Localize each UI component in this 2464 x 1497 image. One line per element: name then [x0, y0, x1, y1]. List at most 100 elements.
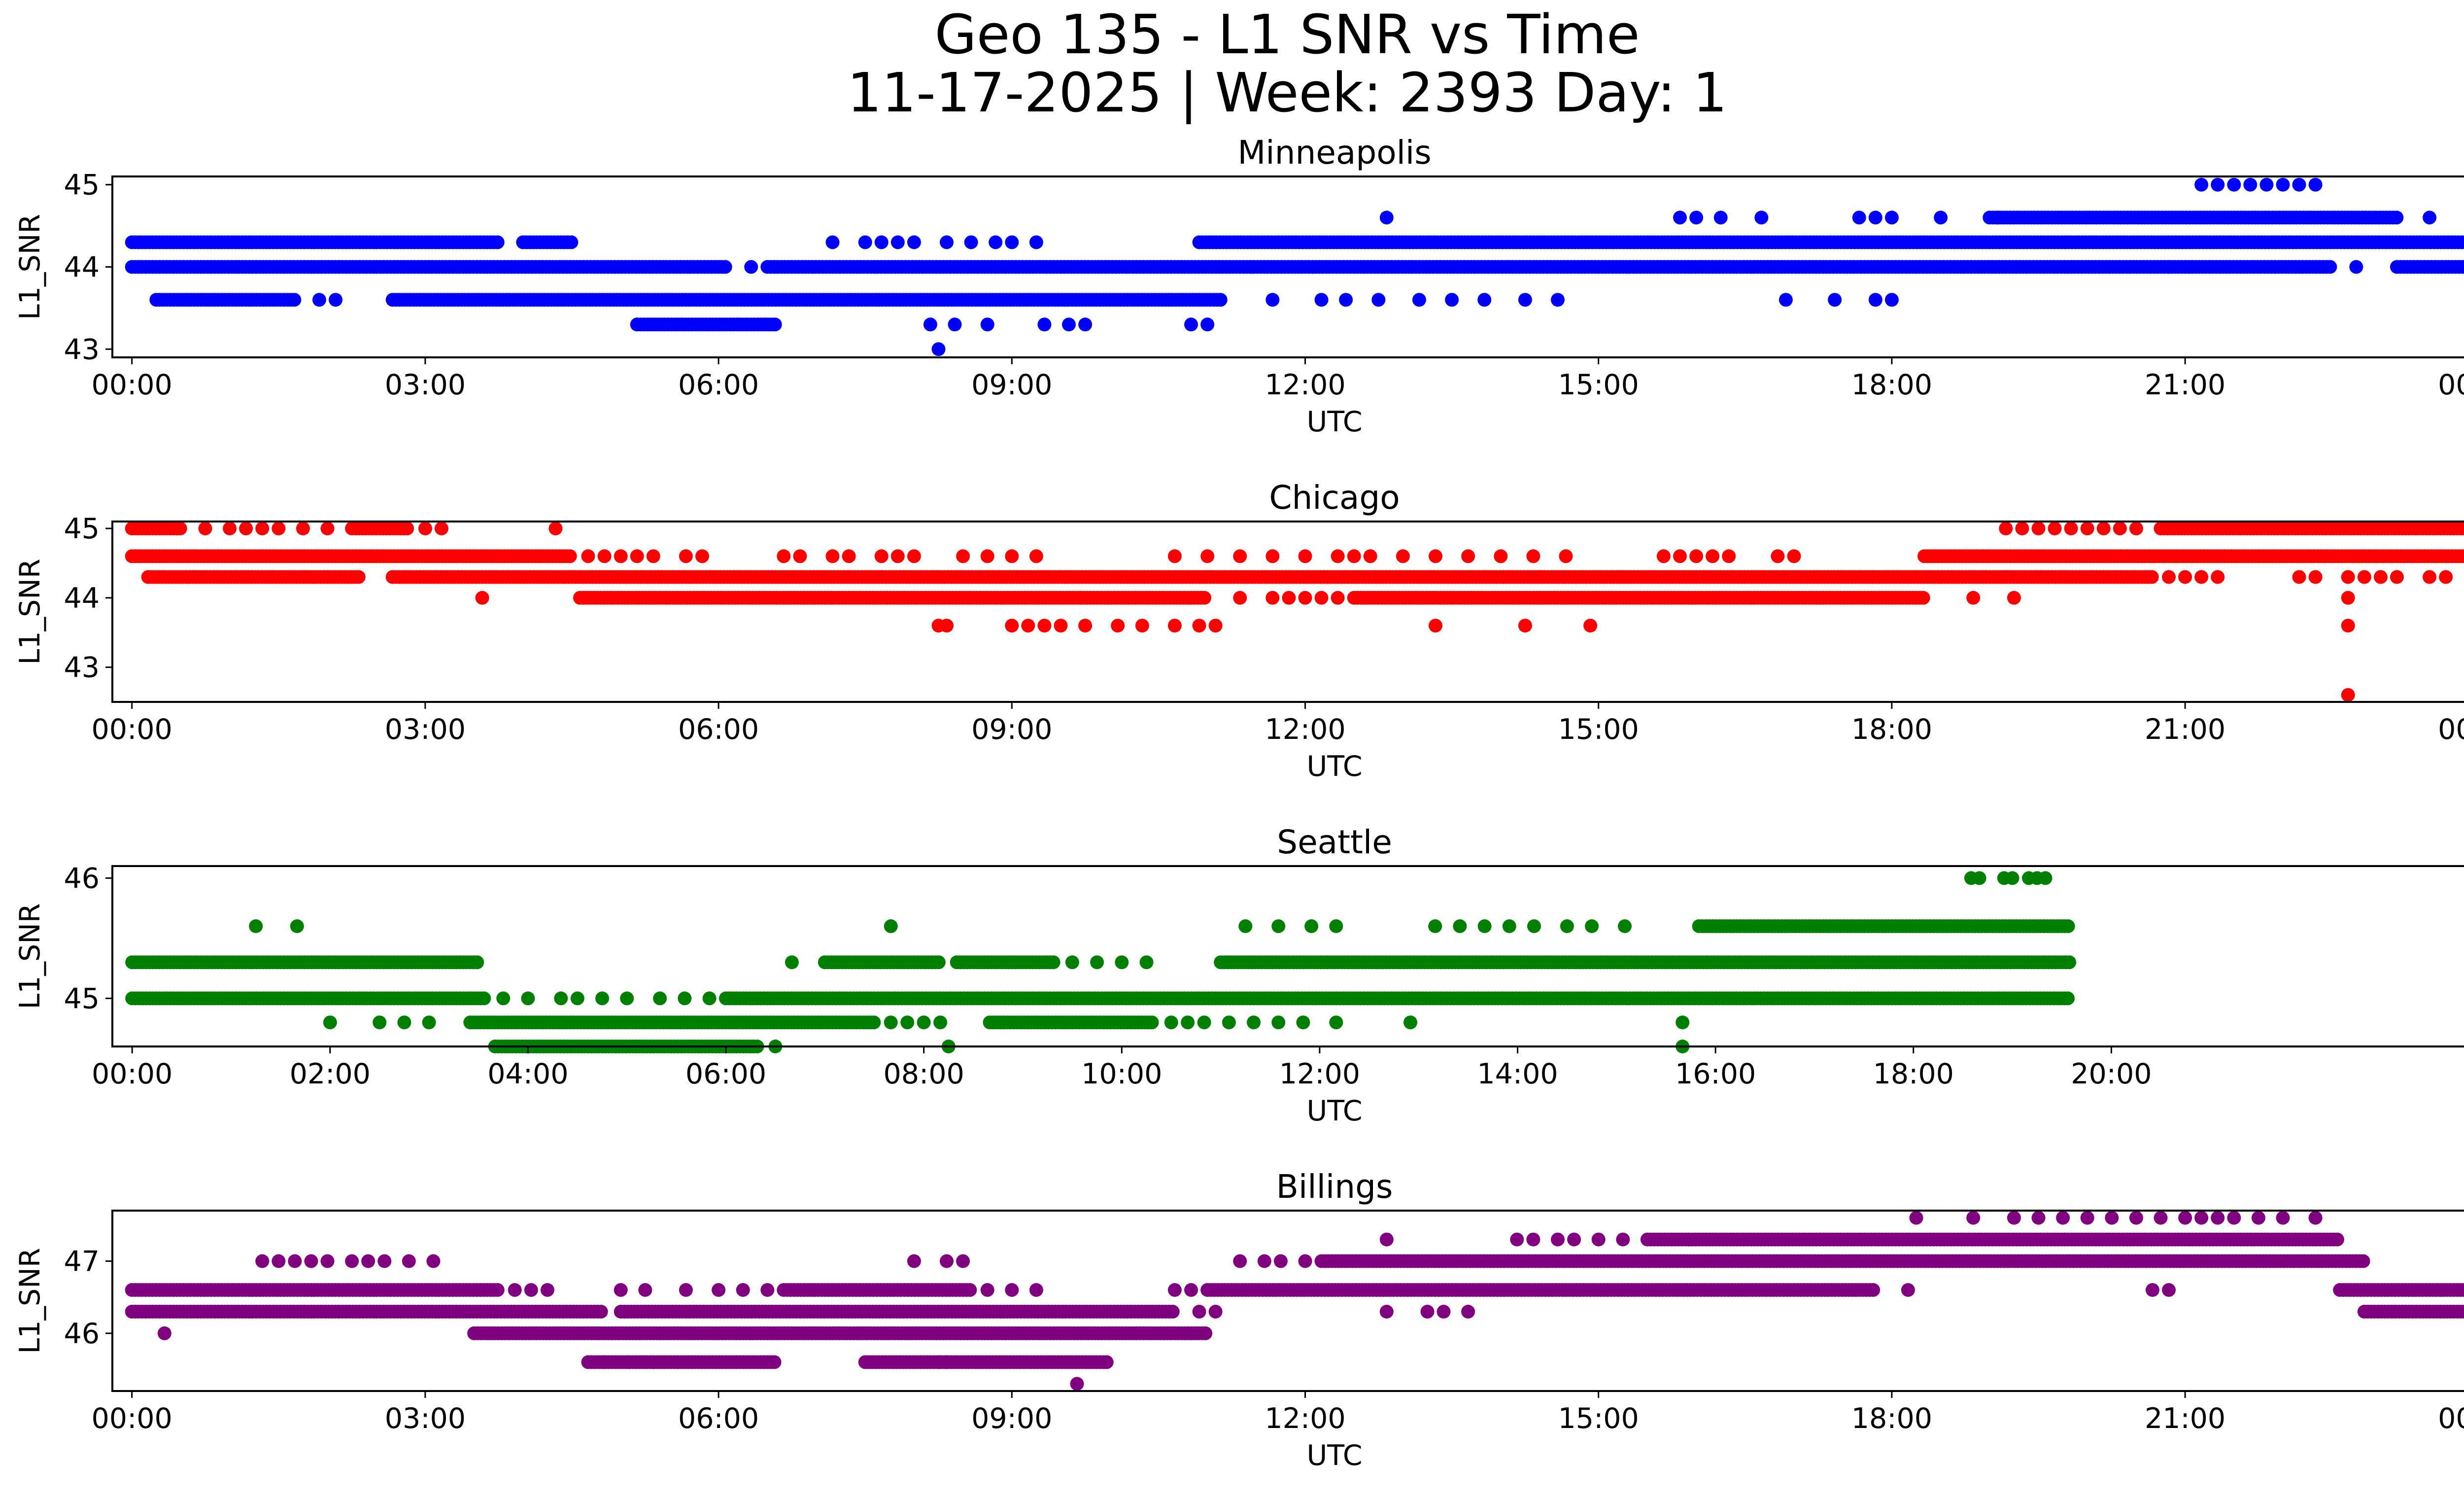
data-point — [1200, 317, 1214, 331]
y-tick-label: 45 — [64, 513, 100, 545]
subplot-title: Billings — [1276, 1168, 1393, 1206]
data-point — [548, 522, 562, 535]
data-point — [2006, 871, 2019, 885]
data-point — [1494, 549, 1507, 563]
data-point — [2423, 570, 2436, 584]
x-tick-label: 00:00 — [2438, 369, 2464, 401]
y-axis-label: L1_SNR — [14, 559, 46, 665]
data-point — [2129, 1211, 2143, 1225]
data-point — [1828, 293, 1842, 307]
figure-title-line1: Geo 135 - L1 SNR vs Time — [934, 3, 1640, 66]
x-tick-label: 18:00 — [1851, 369, 1932, 401]
data-point — [1527, 919, 1541, 933]
data-point — [1282, 591, 1296, 605]
data-point — [1005, 236, 1019, 249]
x-tick-label: 02:00 — [290, 1058, 371, 1090]
data-point — [1247, 1015, 1261, 1029]
data-point — [744, 260, 758, 274]
data-point — [329, 293, 342, 307]
data-point — [2330, 1233, 2344, 1247]
data-point — [956, 549, 970, 563]
data-point — [907, 549, 921, 563]
data-point — [1339, 293, 1353, 307]
data-point — [397, 1015, 411, 1029]
data-point — [2259, 178, 2273, 192]
data-point — [1567, 1233, 1581, 1247]
data-point — [1078, 317, 1092, 331]
x-tick-label: 12:00 — [1265, 713, 1345, 746]
data-point — [1198, 591, 1211, 605]
data-point — [2341, 688, 2355, 702]
x-tick-label: 09:00 — [971, 369, 1052, 401]
x-tick-label: 10:00 — [1081, 1058, 1162, 1090]
y-axis-label: L1_SNR — [14, 904, 46, 1010]
data-point — [1299, 591, 1312, 605]
data-point — [2309, 570, 2323, 584]
x-tick-label: 03:00 — [385, 713, 466, 746]
data-point — [1140, 955, 1154, 969]
data-point — [948, 317, 962, 331]
data-point — [1329, 1015, 1343, 1029]
data-point — [2358, 570, 2371, 584]
data-point — [2309, 178, 2323, 192]
data-point — [173, 522, 187, 535]
data-point — [2081, 522, 2094, 535]
data-point — [2390, 570, 2404, 584]
data-point — [1065, 955, 1079, 969]
data-point — [373, 1015, 386, 1029]
data-point — [1168, 549, 1182, 563]
data-point — [1616, 1233, 1630, 1247]
data-point — [1618, 919, 1632, 933]
data-point — [1429, 619, 1442, 632]
axes-frame — [112, 522, 2464, 702]
y-tick-label: 46 — [64, 862, 100, 895]
scatter-points — [125, 178, 2464, 356]
data-point — [768, 317, 782, 331]
x-tick-label: 18:00 — [1873, 1058, 1954, 1090]
data-point — [2113, 522, 2127, 535]
data-point — [2048, 522, 2062, 535]
data-point — [2007, 1211, 2021, 1225]
data-point — [2178, 1211, 2192, 1225]
data-point — [1966, 1211, 1980, 1225]
x-tick-label: 09:00 — [971, 713, 1052, 746]
x-tick-label: 06:00 — [685, 1058, 766, 1090]
data-point — [563, 549, 577, 563]
data-point — [2105, 1211, 2119, 1225]
data-point — [981, 549, 994, 563]
data-point — [2211, 1211, 2224, 1225]
data-point — [2154, 1211, 2168, 1225]
data-point — [981, 317, 994, 331]
x-axis-label: UTC — [1307, 750, 1363, 783]
x-tick-label: 12:00 — [1279, 1058, 1360, 1090]
data-point — [2341, 591, 2355, 605]
data-point — [884, 1015, 898, 1029]
data-point — [1054, 619, 1068, 632]
data-point — [1585, 919, 1599, 933]
data-point — [595, 991, 609, 1005]
data-point — [496, 991, 510, 1005]
data-point — [521, 991, 535, 1005]
x-tick-label: 21:00 — [2145, 713, 2225, 746]
data-point — [255, 522, 269, 535]
data-point — [2064, 522, 2078, 535]
data-point — [2062, 955, 2076, 969]
data-point — [1551, 1233, 1565, 1247]
data-point — [875, 236, 889, 249]
data-point — [1021, 619, 1035, 632]
data-point — [1722, 549, 1736, 563]
data-point — [1706, 549, 1719, 563]
data-point — [1047, 955, 1061, 969]
x-tick-label: 12:00 — [1265, 369, 1345, 401]
data-point — [1222, 1015, 1236, 1029]
data-point — [1271, 919, 1285, 933]
y-tick-label: 43 — [64, 652, 100, 684]
data-point — [647, 549, 660, 563]
figure-title-line2: 11-17-2025 | Week: 2393 Day: 1 — [847, 61, 1727, 125]
data-point — [1198, 1015, 1211, 1029]
x-tick-label: 20:00 — [2071, 1058, 2152, 1090]
data-point — [630, 549, 644, 563]
data-point — [793, 549, 807, 563]
